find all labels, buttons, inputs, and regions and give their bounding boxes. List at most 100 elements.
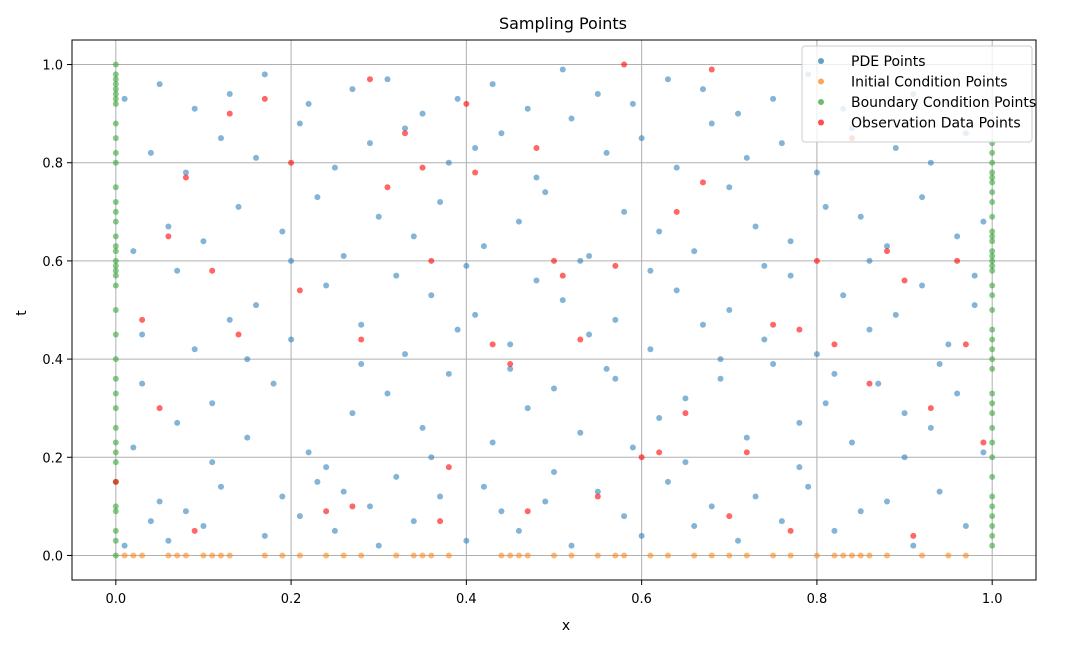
data-point [726, 552, 733, 559]
data-point [673, 164, 680, 171]
data-point [708, 552, 715, 559]
y-axis-label: t [14, 310, 30, 316]
data-point [761, 336, 768, 343]
data-point [410, 518, 417, 525]
data-point [402, 125, 409, 132]
data-point [139, 316, 146, 323]
data-point [437, 199, 444, 205]
data-point [577, 336, 584, 343]
data-point [200, 238, 207, 245]
data-point [954, 390, 961, 397]
data-point [323, 508, 330, 515]
data-point [989, 262, 996, 269]
data-point [533, 145, 540, 151]
data-point [989, 159, 996, 166]
data-point [656, 415, 663, 421]
data-point [551, 552, 557, 559]
data-point [524, 552, 531, 559]
data-point [402, 351, 409, 358]
legend: PDE Points Initial Condition Points Bounda… [801, 45, 1036, 143]
data-point [445, 552, 452, 559]
data-point [787, 272, 794, 279]
data-point [919, 194, 926, 201]
data-point [594, 493, 601, 500]
data-point [664, 478, 671, 485]
data-point [989, 267, 996, 274]
data-point [261, 552, 268, 559]
data-point [989, 169, 996, 176]
data-point [699, 321, 706, 328]
data-point [393, 272, 400, 279]
data-point [130, 248, 137, 255]
data-point [831, 552, 838, 559]
series-1 [121, 552, 969, 559]
data-point [156, 498, 163, 505]
data-point [393, 552, 400, 559]
data-point [112, 100, 119, 107]
data-point [112, 233, 119, 240]
data-point [296, 552, 303, 559]
data-point [989, 473, 996, 480]
data-point [866, 380, 873, 387]
data-point [200, 552, 207, 559]
data-point [156, 81, 163, 88]
data-point [191, 346, 198, 353]
data-point [112, 218, 119, 225]
data-point [796, 419, 803, 426]
data-point [463, 262, 470, 269]
data-point [112, 208, 119, 215]
data-point [717, 356, 724, 363]
data-point [156, 405, 163, 412]
legend-marker [818, 119, 824, 126]
data-point [989, 542, 996, 549]
data-point [621, 208, 628, 215]
data-point [296, 120, 303, 127]
data-point [305, 449, 312, 456]
data-point [165, 537, 172, 544]
data-point [682, 395, 689, 402]
data-point [603, 365, 610, 372]
data-point [936, 361, 943, 367]
data-point [989, 257, 996, 264]
data-point [989, 292, 996, 299]
data-point [612, 262, 619, 269]
data-point [366, 503, 373, 510]
data-point [314, 478, 321, 485]
data-point [971, 302, 978, 309]
data-point [980, 218, 987, 225]
data-point [533, 174, 540, 181]
data-point [551, 469, 557, 475]
data-point [279, 493, 286, 500]
data-point [682, 459, 689, 466]
data-point [813, 552, 820, 559]
data-point [217, 552, 224, 559]
data-point [989, 282, 996, 289]
data-point [209, 267, 216, 274]
data-point [358, 321, 365, 328]
data-point [542, 189, 549, 196]
data-point [112, 331, 119, 338]
data-point [480, 483, 487, 490]
data-point [165, 552, 172, 559]
data-point [296, 287, 303, 294]
data-point [209, 459, 216, 466]
data-point [586, 331, 593, 338]
data-point [428, 454, 435, 461]
data-point [384, 390, 391, 397]
data-point [989, 503, 996, 510]
data-point [472, 311, 479, 318]
data-point [507, 341, 514, 348]
x-tick-label: 1.0 [982, 592, 1003, 607]
data-point [857, 508, 864, 515]
data-point [962, 341, 969, 348]
data-point [559, 66, 566, 73]
data-point [708, 503, 715, 510]
data-point [717, 375, 724, 382]
data-point [112, 307, 119, 313]
data-point [323, 282, 330, 289]
data-point [182, 169, 189, 176]
legend-box [801, 45, 1033, 143]
data-point [217, 135, 224, 142]
data-point [139, 331, 146, 338]
data-point [840, 552, 847, 559]
